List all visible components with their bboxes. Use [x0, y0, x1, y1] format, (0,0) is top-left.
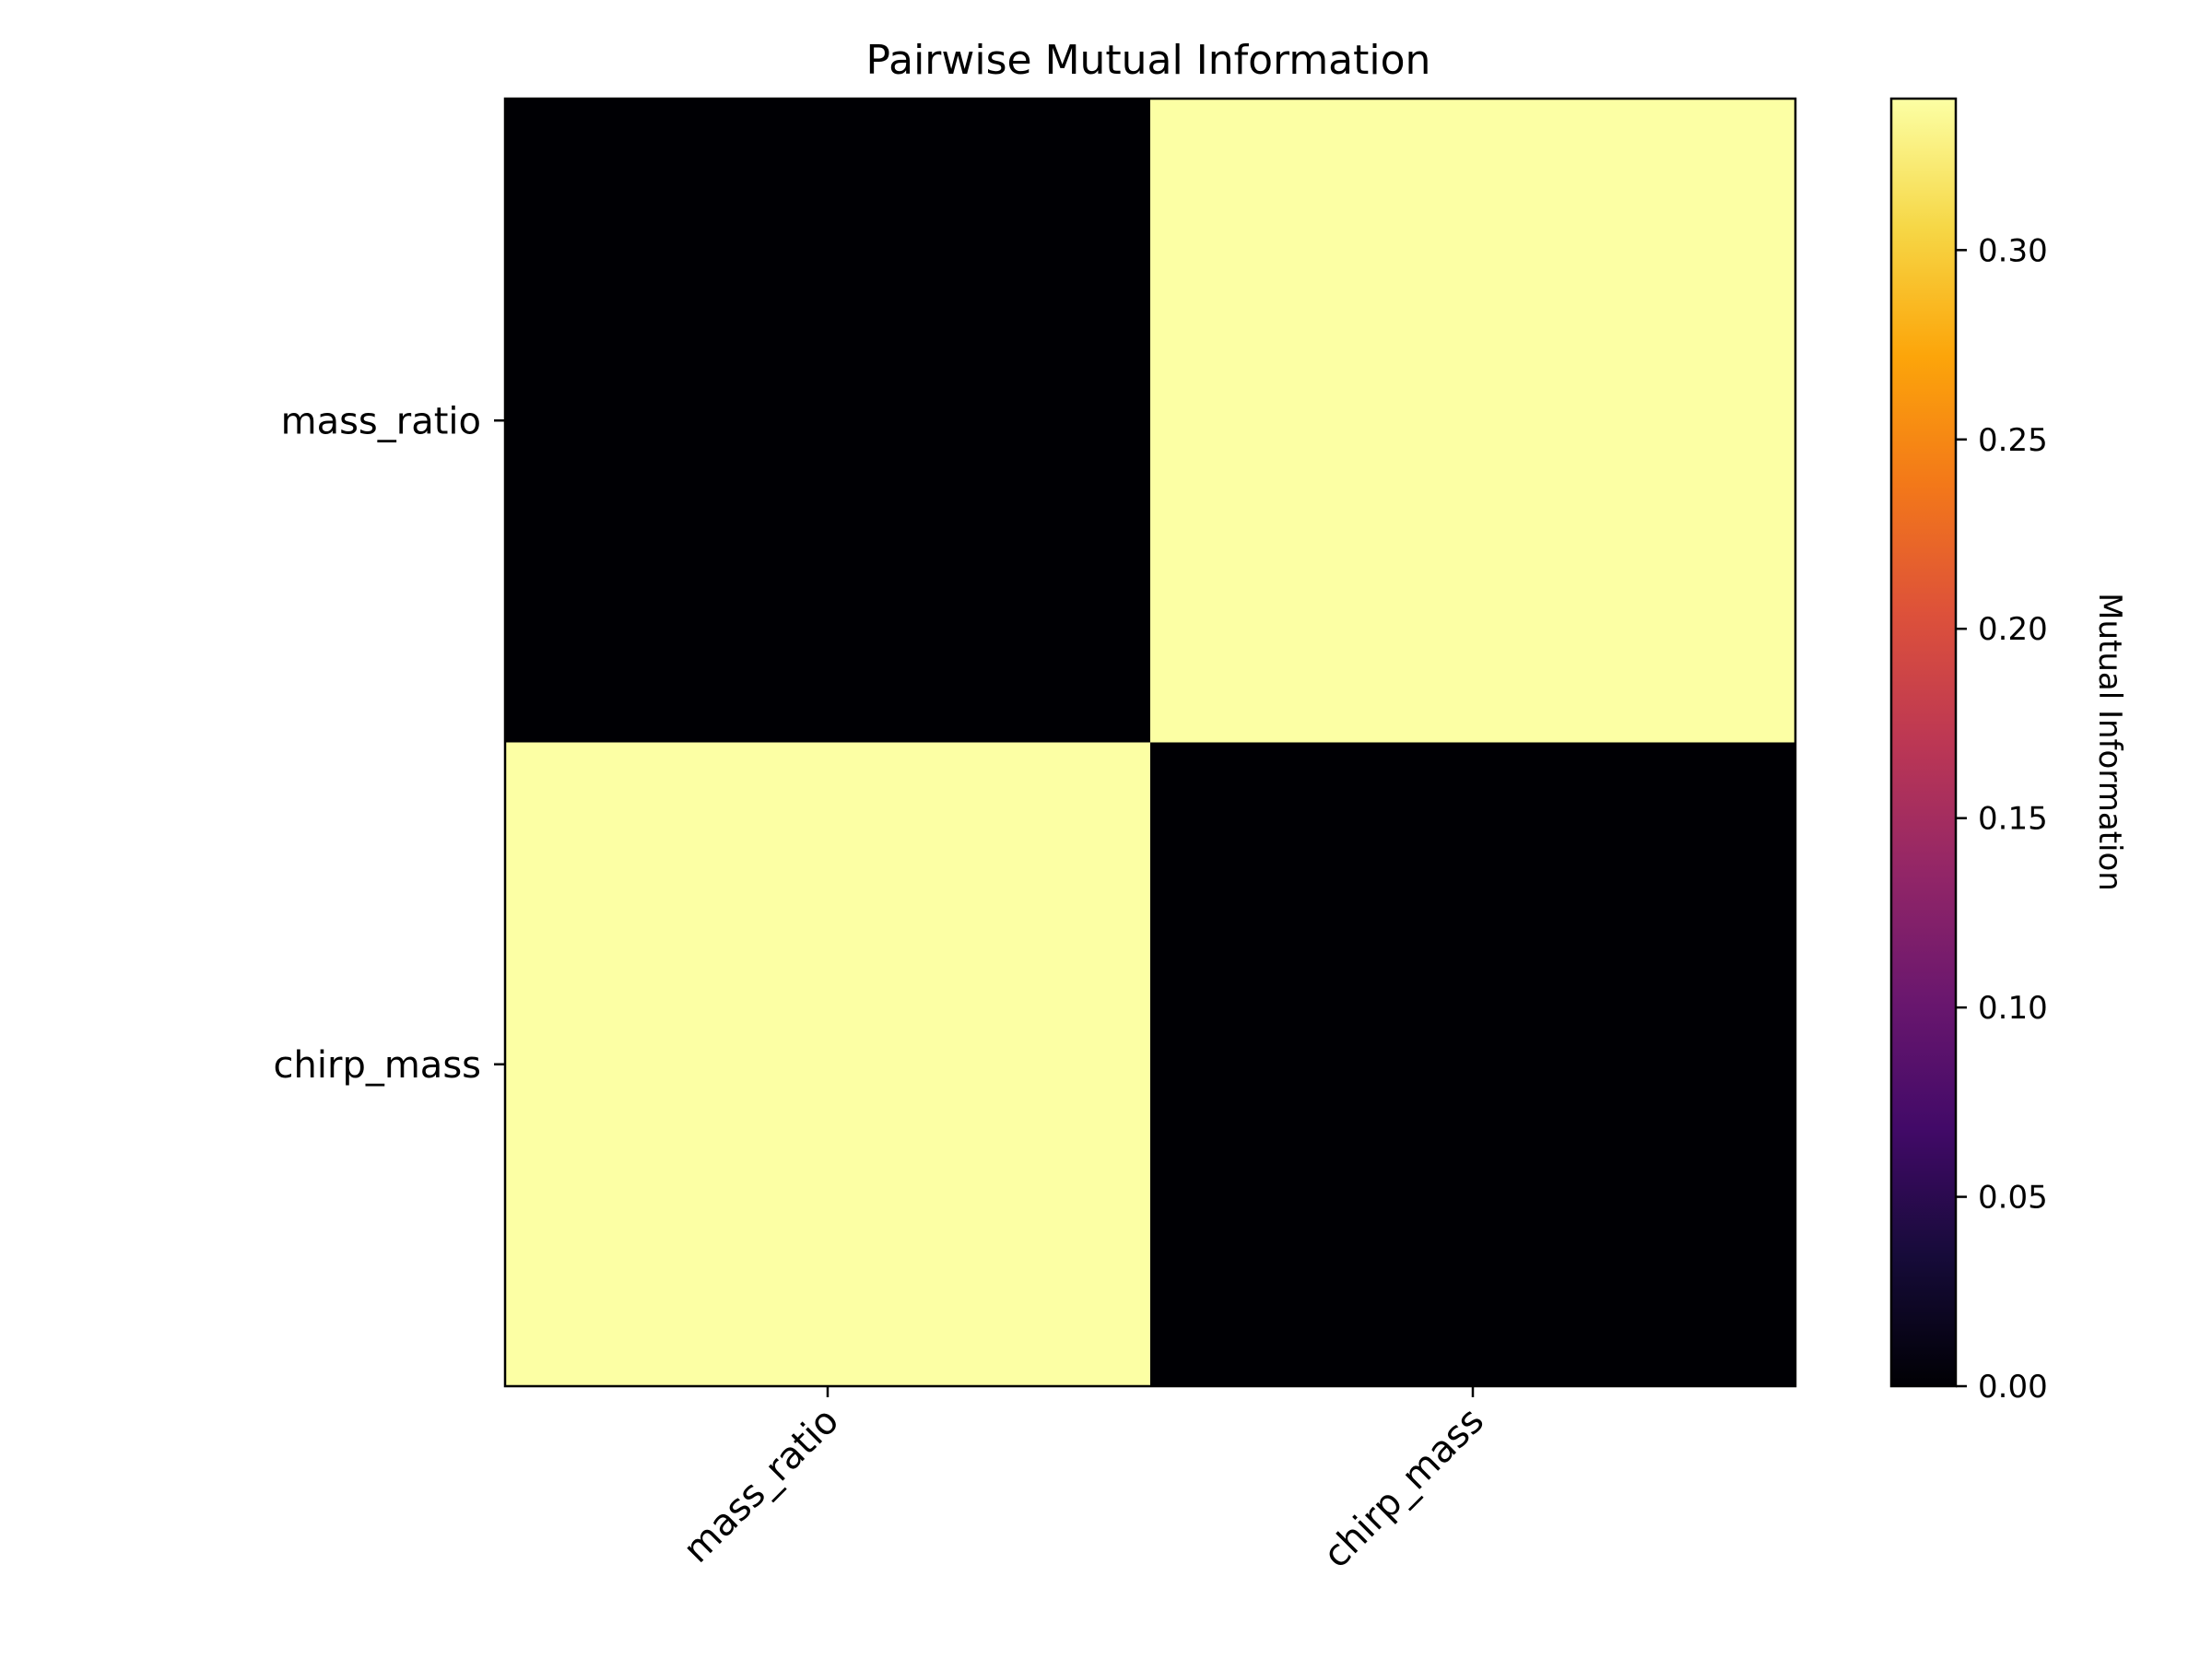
colorbar-tick-label: 0.10: [1978, 990, 2048, 1027]
chart-title: Pairwise Mutual Information: [866, 37, 1431, 84]
heatmap-cell: [505, 742, 1151, 1387]
x-tick-label: mass_ratio: [676, 1400, 847, 1571]
plot-frame: [503, 97, 1797, 1388]
heatmap-cells: [505, 99, 1796, 1387]
x-axis: mass_ratio chirp_mass: [676, 1386, 1492, 1576]
colorbar-frame: [1889, 97, 1958, 1388]
colorbar-tick-label: 0.25: [1978, 422, 2048, 459]
y-tick-label: mass_ratio: [281, 400, 481, 442]
colorbar-tick-label: 0.05: [1978, 1180, 2048, 1217]
colorbar-label: Mutual Information: [2091, 593, 2128, 891]
colorbar: 0.00 0.05 0.10 0.15 0.20 0.25 0.30 Mutual Info…: [1889, 97, 2128, 1406]
colorbar-tick-label: 0.30: [1978, 232, 2048, 269]
x-tick-label: chirp_mass: [1315, 1400, 1492, 1577]
colorbar-ticks: 0.00 0.05 0.10 0.15 0.20 0.25 0.30: [1956, 232, 2048, 1406]
y-axis: mass_ratio chirp_mass: [274, 400, 505, 1087]
heatmap-cell: [1150, 742, 1796, 1387]
colorbar-tick-label: 0.00: [1978, 1369, 2048, 1406]
heatmap-cell: [505, 99, 1151, 743]
colorbar-tick-label: 0.20: [1978, 611, 2048, 648]
colorbar-gradient: [1891, 99, 1956, 1386]
heatmap-cell: [1150, 99, 1796, 743]
colorbar-tick-label: 0.15: [1978, 801, 2048, 838]
y-tick-label: chirp_mass: [274, 1044, 481, 1087]
